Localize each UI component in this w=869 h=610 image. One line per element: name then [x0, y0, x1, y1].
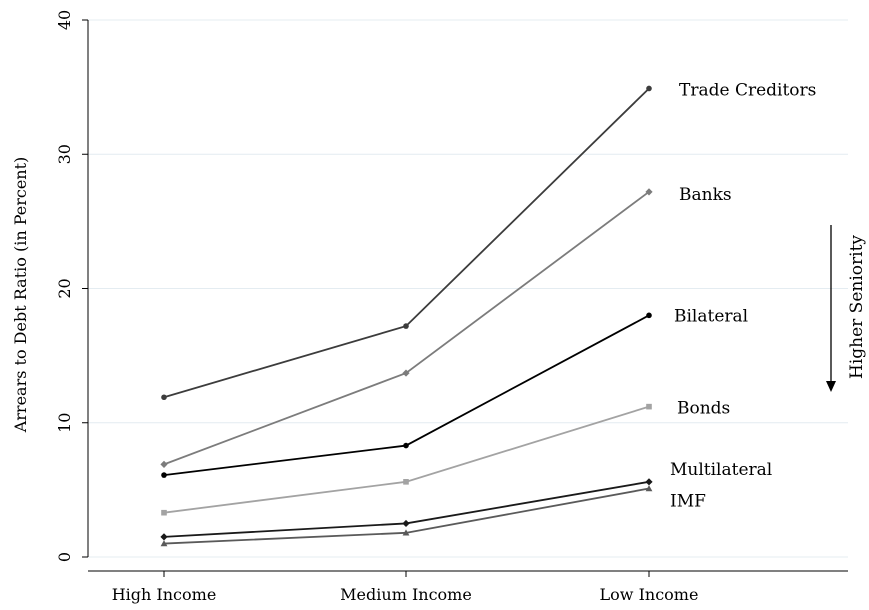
- y-tick-label: 10: [55, 413, 74, 433]
- x-tick-label: Low Income: [600, 585, 699, 604]
- data-point: [161, 394, 167, 401]
- data-point: [403, 323, 409, 329]
- seniority-annotation: Higher Seniority: [826, 225, 867, 392]
- y-tick-label: 20: [55, 278, 74, 298]
- data-point: [646, 85, 652, 92]
- series-label: Multilateral: [670, 460, 772, 480]
- seniority-label: Higher Seniority: [847, 235, 867, 379]
- series-imf: [160, 485, 653, 547]
- y-tick-label: 30: [55, 144, 74, 164]
- y-tick-label: 40: [55, 10, 74, 30]
- axes: 0 10 20 30 40 High Income Medium Income Low Inc…: [11, 10, 848, 604]
- y-tick-label: 0: [55, 552, 74, 562]
- y-axis-title: Arrears to Debt Ratio (in Percent): [11, 157, 30, 434]
- series-label: Trade Creditors: [679, 80, 816, 100]
- series-trade-creditors: [161, 85, 652, 401]
- data-point: [646, 403, 652, 410]
- series-label: Bonds: [677, 399, 730, 419]
- series-banks: [160, 188, 653, 468]
- data-point: [403, 442, 409, 449]
- series-label: Bilateral: [674, 306, 748, 326]
- series-line: [163, 480, 650, 538]
- series-bilateral: [161, 312, 652, 478]
- data-point: [402, 369, 410, 377]
- data-point: [646, 312, 652, 319]
- seniority-arrow-head: [826, 381, 836, 392]
- data-point: [161, 472, 167, 478]
- data-point: [402, 519, 410, 528]
- data-point: [160, 540, 168, 547]
- series-line: [163, 87, 650, 399]
- data-point: [160, 533, 168, 541]
- x-tick-label: High Income: [112, 585, 217, 604]
- series-lines: [160, 85, 653, 547]
- data-point: [402, 529, 410, 536]
- series-line: [163, 314, 650, 477]
- data-point: [645, 478, 653, 486]
- gridlines: [88, 19, 848, 558]
- series-multilateral: [160, 478, 653, 541]
- series-labels: Trade Creditors Banks Bilateral Bonds Multil…: [670, 80, 816, 511]
- data-point: [645, 485, 653, 492]
- x-tick-label: Medium Income: [340, 585, 472, 604]
- series-label: Banks: [679, 185, 732, 205]
- data-point: [161, 509, 167, 516]
- series-label: IMF: [670, 492, 706, 512]
- data-point: [645, 188, 653, 196]
- series-bonds: [161, 403, 652, 516]
- data-point: [403, 479, 409, 485]
- data-point: [160, 460, 168, 468]
